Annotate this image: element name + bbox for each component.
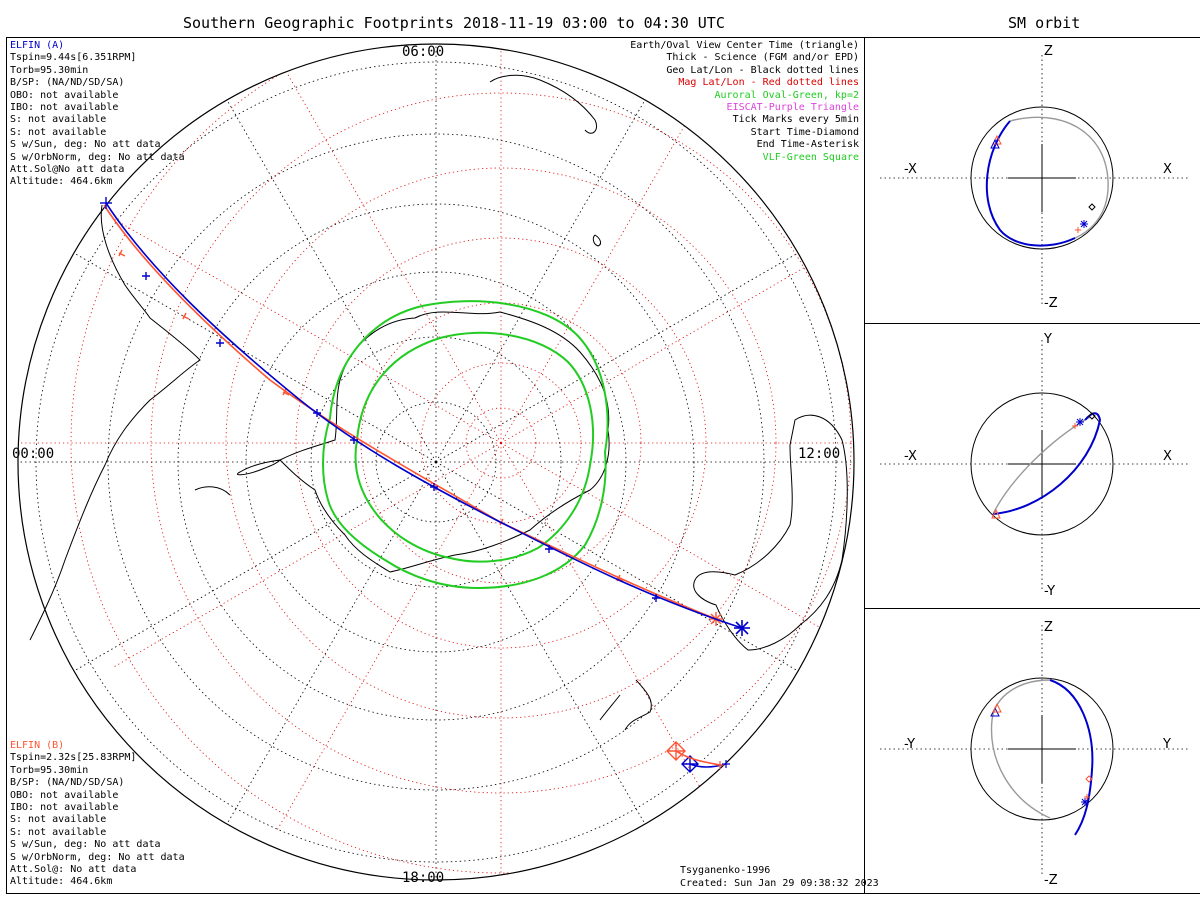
orbit-xy-label-vpos: Y — [1044, 332, 1052, 347]
elfin-a-end-asterisk — [734, 620, 750, 636]
auroral-oval — [322, 300, 609, 590]
orbit-xz-label-hpos: X — [1163, 162, 1172, 177]
elfin-a-line: B/SP: (NA/ND/SD/SA) — [10, 77, 125, 89]
elfin-b-ticks — [118, 249, 624, 582]
elfin-a-track — [105, 202, 743, 629]
orbit-panel-yz — [864, 608, 1200, 894]
orbit-view-xz — [880, 55, 1190, 305]
elfin-a-line: Tspin=9.44s[6.351RPM] — [10, 52, 137, 64]
elfin-a-line: Altitude: 464.6km — [10, 176, 113, 188]
legend: Earth/Oval View Center Time (triangle) T… — [630, 40, 859, 164]
orbit-yz-blue — [1049, 679, 1094, 836]
start-time-markers — [666, 741, 730, 773]
model-credit: Tsyganenko-1996 — [680, 865, 771, 876]
orbit-yz-label-vneg: -Z — [1044, 873, 1058, 888]
orbit-yz-gray — [990, 679, 1051, 819]
elfin-b-line: IBO: not available — [10, 802, 119, 814]
orbit-view-yz — [880, 625, 1190, 875]
legend-item: Auroral Oval-Green, kp=2 — [714, 89, 860, 101]
main-title: Southern Geographic Footprints 2018-11-1… — [183, 14, 725, 32]
orbit-xy-gray — [992, 416, 1091, 515]
orbit-yz-label-hneg: -Y — [904, 737, 916, 752]
elfin-b-line: S: not available — [10, 814, 107, 826]
legend-item: Mag Lat/Lon - Red dotted lines — [678, 77, 859, 89]
legend-item: Tick Marks every 5min — [732, 114, 859, 126]
orbit-xz-gray — [1009, 116, 1109, 241]
orbit-yz-label-hpos: Y — [1163, 737, 1171, 752]
hour-label-left: 00:00 — [12, 446, 55, 462]
elfin-a-ticks — [142, 272, 660, 602]
legend-item: Thick - Science (FGM and/or EPD) — [666, 52, 859, 64]
auroral-oval-inner — [354, 331, 595, 563]
created-timestamp: Created: Sun Jan 29 09:38:32 2023 — [680, 878, 879, 889]
elfin-a-line: S: not available — [10, 114, 107, 126]
elfin-b-name: ELFIN (B) — [10, 740, 65, 751]
elfin-a-line: Att.Sol@No att data — [10, 164, 125, 176]
elfin-a-info: ELFIN (A) Tspin=9.44s[6.351RPM] Torb=95.… — [10, 40, 185, 189]
elfin-b-line: S w/OrbNorm, deg: No att data — [10, 851, 185, 863]
orbit-xz-label-hneg: -X — [904, 162, 917, 177]
orbit-xz-blue — [985, 120, 1076, 247]
orbit-xy-label-vneg: -Y — [1044, 584, 1056, 599]
elfin-b-line: Torb=95.30min — [10, 764, 89, 776]
legend-item: EISCAT-Purple Triangle — [726, 102, 859, 114]
orbit-view-xy — [880, 340, 1190, 590]
elfin-a-line: IBO: not available — [10, 102, 119, 114]
auroral-oval-outer — [322, 300, 609, 590]
elfin-b-line: Altitude: 464.6km — [10, 876, 113, 888]
africa-tip — [489, 74, 598, 134]
sm-orbit-title: SM orbit — [1008, 14, 1081, 32]
geo-grid — [18, 44, 854, 880]
orbit-xy-label-hneg: -X — [904, 449, 917, 464]
legend-item: Geo Lat/Lon - Black dotted lines — [666, 64, 859, 76]
elfin-b-line: Att.Sol@: No att data — [10, 864, 137, 876]
hour-label-top: 06:00 — [402, 44, 445, 60]
elfin-b-line: OBO: not available — [10, 789, 119, 801]
elfin-b-track — [103, 204, 717, 620]
elfin-a-line: S: not available — [10, 126, 107, 138]
elfin-b-line: B/SP: (NA/ND/SD/SA) — [10, 777, 125, 789]
elfin-a-line: OBO: not available — [10, 89, 119, 101]
orbit-xz-label-vpos: Z — [1044, 44, 1053, 59]
elfin-a-start-asterisk-marker — [100, 197, 112, 209]
orbit-xz-label-vneg: -Z — [1044, 296, 1058, 311]
legend-item: End Time-Asterisk — [756, 139, 859, 151]
antarctic-peninsula — [237, 459, 281, 476]
australia-coast — [693, 414, 848, 651]
hour-label-right: 12:00 — [798, 446, 841, 462]
new-zealand-south — [624, 679, 652, 731]
madagascar — [592, 234, 602, 247]
legend-item: Start Time-Diamond — [750, 126, 859, 138]
legend-item: VLF-Green Square — [762, 151, 859, 163]
elfin-b-line: S w/Sun, deg: No att data — [10, 839, 161, 851]
elfin-b-line: S: not available — [10, 826, 107, 838]
new-zealand-north — [599, 694, 621, 721]
elfin-b-info: ELFIN (B) Tspin=2.32s[25.83RPM] Torb=95.… — [10, 740, 185, 889]
elfin-a-line: Torb=95.30min — [10, 64, 89, 76]
orbit-xy-label-hpos: X — [1163, 449, 1172, 464]
legend-item: Earth/Oval View Center Time (triangle) — [630, 40, 859, 51]
island-left — [194, 486, 231, 496]
elfin-b-short-arc — [675, 750, 721, 766]
elfin-a-name: ELFIN (A) — [10, 40, 65, 51]
elfin-a-line: S w/OrbNorm, deg: No att data — [10, 151, 185, 163]
antarctica-coast — [279, 311, 610, 573]
elfin-b-line: Tspin=2.32s[25.83RPM] — [10, 752, 137, 764]
hour-label-bottom: 18:00 — [402, 870, 445, 886]
earth-disk-outline — [17, 43, 855, 881]
orbit-yz-label-vpos: Z — [1044, 620, 1053, 635]
south-america-coast — [29, 204, 201, 641]
coastlines — [29, 74, 848, 731]
elfin-a-line: S w/Sun, deg: No att data — [10, 139, 161, 151]
